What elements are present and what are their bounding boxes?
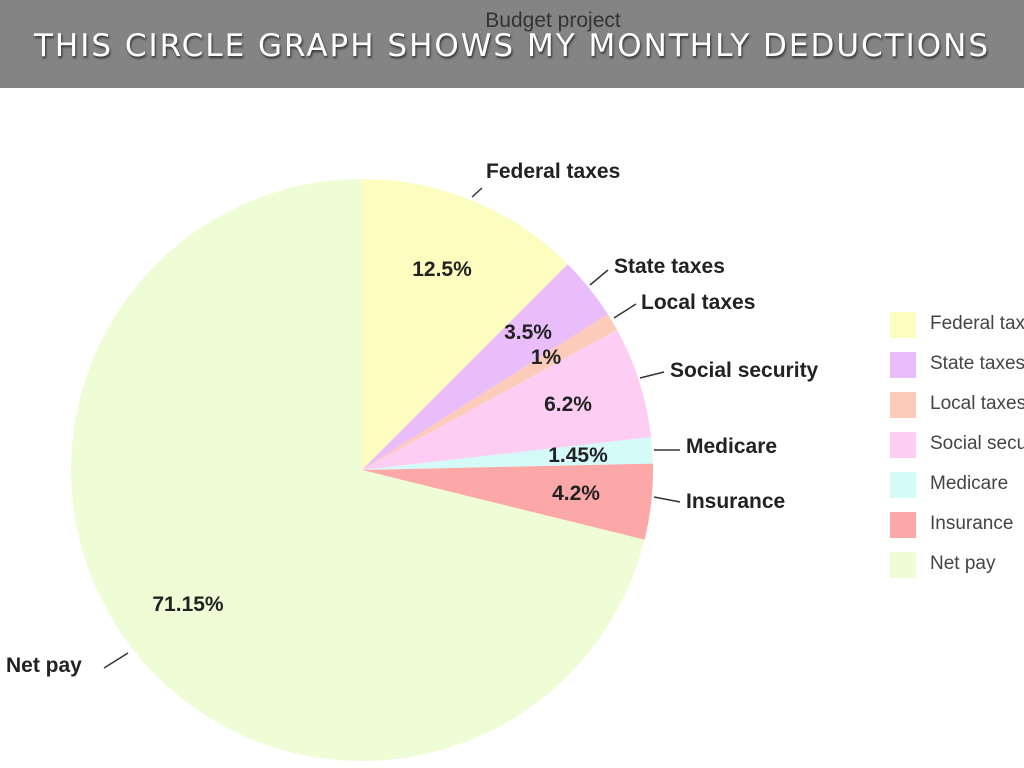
category-label-medicare: Medicare — [686, 435, 778, 458]
data-label-state-taxes: 3.5% — [504, 321, 552, 344]
pie-slice-state-taxes — [362, 264, 608, 470]
data-label-medicare: 1.45% — [548, 444, 608, 467]
legend-label: State taxes — [930, 353, 1024, 374]
legend-label: Local taxes — [930, 393, 1024, 414]
category-label-local-taxes: Local taxes — [641, 291, 756, 314]
legend-label: Insurance — [930, 513, 1014, 534]
legend-swatch — [890, 512, 916, 538]
leader-line-net-pay — [103, 652, 129, 669]
pie-slice-federal-taxes — [362, 179, 568, 470]
data-label-federal-taxes: 12.5% — [412, 258, 472, 281]
legend-label: Medicare — [930, 473, 1009, 494]
legend-label: Federal taxes — [930, 313, 1024, 334]
data-label-local-taxes: 1% — [530, 346, 562, 369]
leader-line-social-security — [639, 371, 665, 379]
category-label-insurance: Insurance — [686, 490, 786, 513]
chart-title: Budget project — [485, 9, 621, 32]
legend-swatch — [890, 472, 916, 498]
title-bar — [0, 0, 1024, 88]
legend-label: Social security — [930, 433, 1024, 454]
data-label-net-pay: 71.15% — [152, 593, 224, 616]
pie-slice-social-security — [362, 329, 652, 470]
pie-slice-net-pay — [71, 179, 645, 761]
slide-title: THIS CIRCLE GRAPH SHOWS MY MONTHLY DEDUC… — [33, 28, 991, 64]
legend-swatch — [890, 432, 916, 458]
legend-swatch — [890, 312, 916, 338]
pie-slice-medicare — [362, 437, 653, 470]
legend-swatch — [890, 352, 916, 378]
leader-line-insurance — [653, 496, 681, 503]
pie-slice-insurance — [362, 463, 653, 540]
leader-line-federal-taxes — [471, 187, 483, 198]
legend-label: Net pay — [930, 553, 996, 574]
leader-line-local-taxes — [613, 303, 637, 319]
category-label-social-security: Social security — [670, 359, 819, 382]
data-label-social-security: 6.2% — [544, 393, 592, 416]
data-label-insurance: 4.2% — [552, 482, 600, 505]
legend-swatch — [890, 392, 916, 418]
leader-line-state-taxes — [589, 269, 609, 286]
category-label-state-taxes: State taxes — [614, 255, 725, 278]
legend-swatch — [890, 552, 916, 578]
category-label-federal-taxes: Federal taxes — [486, 160, 621, 183]
category-label-net-pay: Net pay — [6, 654, 82, 677]
pie-slice-local-taxes — [362, 314, 618, 470]
